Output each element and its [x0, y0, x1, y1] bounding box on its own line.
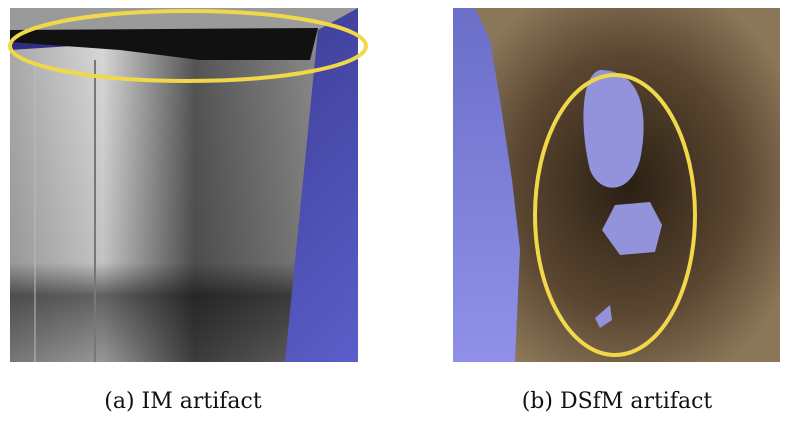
image-a [10, 8, 366, 362]
page: {"figures": [{"caption": "(a) IM artifac… [0, 0, 799, 423]
caption: (b) DSfM artifact [522, 389, 713, 414]
caption: (a) IM artifact [104, 389, 262, 414]
image-b [453, 8, 780, 362]
figure: (a) IM artifact (b) DSfM artifact [0, 0, 799, 423]
